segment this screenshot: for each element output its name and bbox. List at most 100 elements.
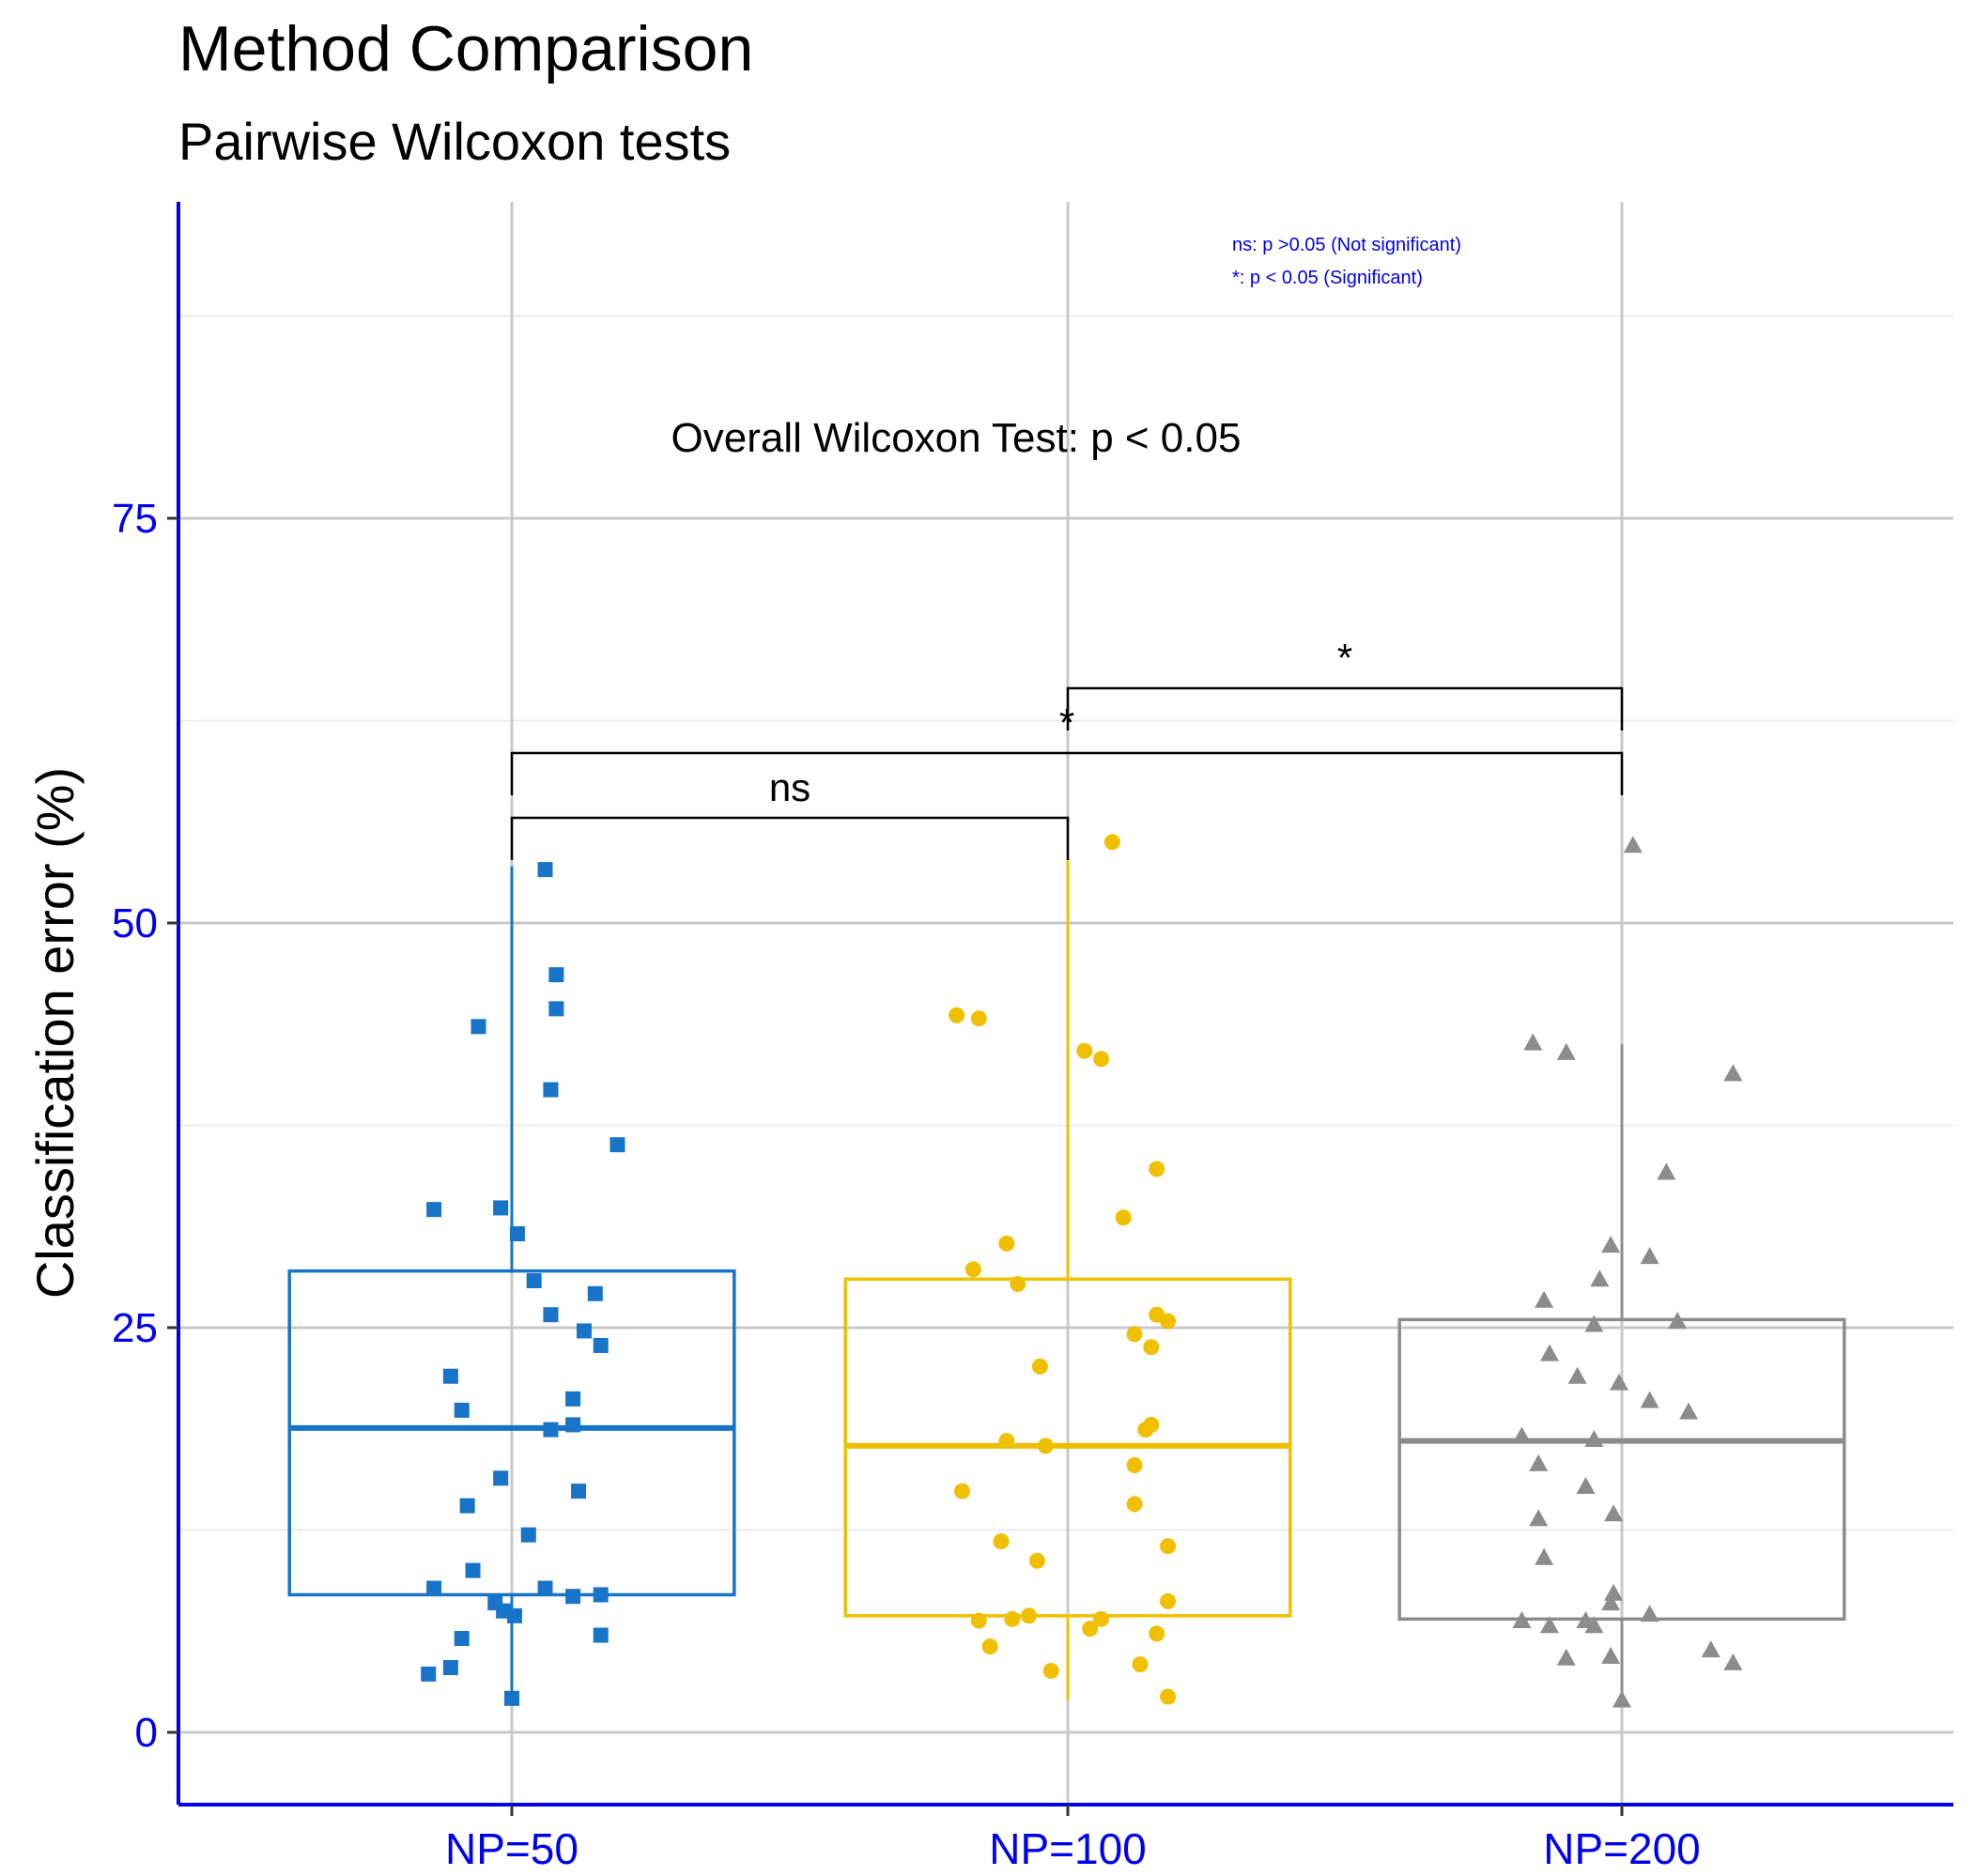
x-tick-label: NP=200 (1543, 1824, 1701, 1873)
data-point (964, 1261, 981, 1278)
comparison-label: * (1337, 636, 1352, 680)
data-point (442, 1660, 458, 1676)
data-point (1679, 1402, 1699, 1420)
y-tick-label: 75 (112, 496, 158, 542)
significance-brackets: ns** (510, 636, 1624, 860)
data-point (1529, 1509, 1549, 1527)
comparison-bracket (510, 816, 1070, 860)
data-point (1132, 1656, 1149, 1673)
overall-test-annotation: Overall Wilcoxon Test: p < 0.05 (671, 415, 1242, 461)
data-point (1604, 1583, 1624, 1601)
legend-line-ns: ns: p >0.05 (Not significant) (1232, 235, 1461, 255)
axes-layer: 0 25 50 75 NP=50 NP=100 NP=200 (112, 202, 1953, 1873)
data-point (1512, 1426, 1532, 1444)
data-point (471, 1019, 486, 1035)
data-point (1540, 1616, 1560, 1634)
data-point (426, 1202, 442, 1218)
y-axis-label: Classification error (%) (25, 767, 85, 1299)
data-point (442, 1368, 458, 1384)
data-point (565, 1391, 581, 1407)
data-point (454, 1631, 470, 1647)
data-point (548, 967, 564, 983)
y-tick-label: 50 (112, 900, 158, 946)
data-point (949, 1007, 965, 1023)
y-tick-label: 0 (135, 1710, 158, 1756)
x-tick-label: NP=50 (445, 1824, 579, 1873)
data-point (1584, 1429, 1604, 1447)
data-point (993, 1533, 1010, 1550)
data-point (1093, 1051, 1110, 1068)
data-point (981, 1638, 998, 1655)
chart-subtitle: Pairwise Wilcoxon tests (178, 112, 731, 171)
data-point (526, 1273, 542, 1289)
data-point (587, 1285, 603, 1301)
data-point (1540, 1344, 1560, 1361)
data-point (1657, 1162, 1676, 1180)
data-point (1143, 1339, 1160, 1356)
data-point (1576, 1476, 1596, 1494)
data-point (1076, 1042, 1093, 1059)
data-point (454, 1402, 470, 1418)
data-point (1093, 1610, 1110, 1627)
data-point (1623, 836, 1643, 853)
data-point (426, 1580, 442, 1596)
data-point (1584, 1315, 1604, 1332)
points-layer (421, 834, 1743, 1708)
data-point (1601, 1646, 1621, 1664)
data-point (593, 1587, 609, 1603)
data-point (1010, 1275, 1026, 1292)
comparison-bracket (1066, 686, 1624, 731)
data-point (1126, 1326, 1143, 1343)
data-point (1723, 1653, 1743, 1670)
data-point (465, 1562, 481, 1578)
data-point (1115, 1209, 1132, 1226)
box-iqr (1397, 1317, 1846, 1622)
box-iqr (287, 1269, 736, 1597)
data-point (1137, 1422, 1154, 1438)
data-point (1523, 1033, 1543, 1051)
data-point (565, 1417, 581, 1433)
data-point (543, 1307, 559, 1323)
data-point (1601, 1236, 1621, 1253)
data-point (1590, 1269, 1610, 1287)
data-point (1160, 1538, 1177, 1555)
data-point (1610, 1373, 1629, 1391)
data-point (1640, 1605, 1659, 1622)
data-point (1584, 1616, 1604, 1634)
legend-line-significant: *: p < 0.05 (Significant) (1232, 268, 1423, 288)
data-point (1529, 1453, 1549, 1471)
data-point (1601, 1593, 1621, 1611)
data-point (1042, 1662, 1059, 1679)
data-point (593, 1337, 609, 1353)
data-point (537, 862, 553, 878)
data-point (459, 1498, 475, 1514)
data-point (1160, 1592, 1177, 1609)
comparison-label: ns (769, 765, 810, 809)
chart-title: Method Comparison (178, 13, 753, 85)
data-point (504, 1690, 519, 1706)
data-point (1160, 1688, 1177, 1705)
data-point (520, 1527, 536, 1543)
data-point (506, 1607, 522, 1623)
data-point (1612, 1690, 1631, 1708)
boxes-layer (287, 858, 1846, 1700)
data-point (998, 1433, 1015, 1450)
data-point (1149, 1161, 1165, 1177)
data-point (537, 1580, 553, 1596)
data-point (1037, 1438, 1054, 1454)
data-point (1021, 1607, 1038, 1624)
y-tick-label: 25 (112, 1305, 158, 1351)
data-point (493, 1470, 509, 1486)
data-point (571, 1484, 587, 1499)
data-point (593, 1627, 609, 1643)
data-point (493, 1200, 509, 1216)
data-point (576, 1323, 592, 1339)
data-point (1701, 1640, 1720, 1658)
data-point (509, 1226, 525, 1242)
data-point (1031, 1358, 1048, 1375)
comparison-bracket (510, 751, 1624, 795)
data-point (970, 1612, 987, 1629)
data-point (543, 1422, 559, 1438)
data-point (543, 1082, 559, 1098)
